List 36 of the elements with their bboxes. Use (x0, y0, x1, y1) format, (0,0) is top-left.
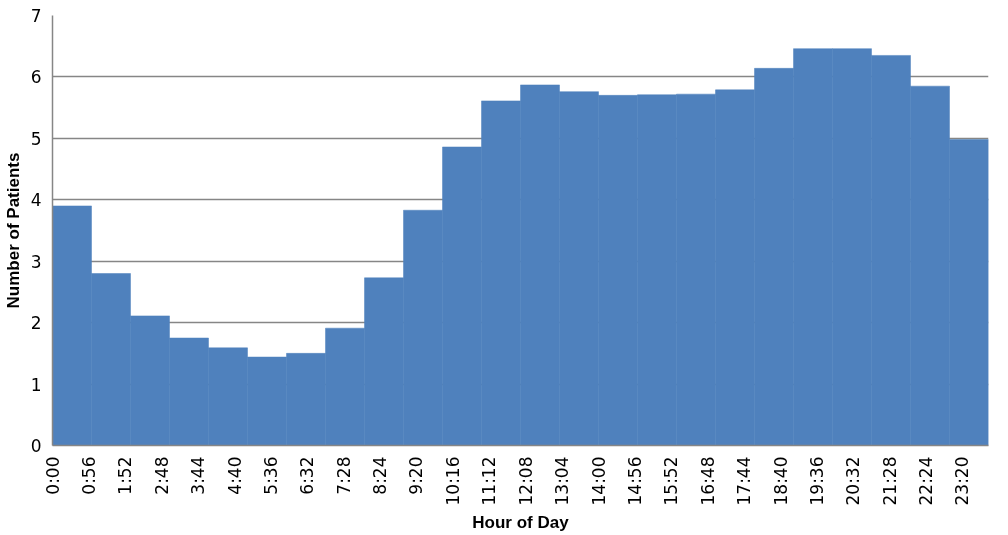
x-tick-label: 1:52 (115, 456, 136, 495)
x-tick-label: 5:36 (260, 456, 281, 495)
x-tick-label: 13:04 (552, 456, 573, 506)
x-tick-label: 14:56 (624, 456, 645, 506)
x-tick-label: 6:32 (297, 456, 318, 495)
y-tick-label: 7 (30, 6, 42, 26)
y-tick-label: 0 (30, 436, 42, 456)
x-tick-label: 16:48 (697, 456, 718, 506)
y-axis-title: Number of Patients (3, 152, 23, 309)
x-tick-label: 23:20 (952, 456, 973, 506)
y-tick-label: 4 (30, 190, 42, 211)
x-tick-label: 20:32 (843, 456, 864, 506)
x-tick-label: 17:44 (734, 456, 755, 506)
x-tick-label: 0:56 (78, 456, 99, 495)
x-tick-label: 8:24 (370, 456, 391, 495)
x-axis-title: Hour of Day (472, 513, 570, 533)
x-tick-label: 0:00 (42, 456, 63, 495)
x-tick-label: 4:40 (224, 456, 245, 495)
x-tick-label: 22:24 (916, 456, 937, 506)
x-tick-label: 15:52 (661, 456, 682, 506)
x-tick-label: 7:28 (333, 456, 354, 495)
x-tick-label: 14:00 (588, 456, 609, 506)
x-tick-label: 9:20 (406, 456, 427, 495)
x-tick-label: 21:28 (879, 456, 900, 506)
y-tick-label: 1 (30, 374, 42, 395)
x-tick-label: 10:16 (442, 456, 463, 506)
y-tick-label: 6 (30, 67, 42, 88)
x-tick-label: 2:48 (151, 456, 172, 495)
x-tick-label: 18:40 (770, 456, 791, 506)
x-tick-label: 3:44 (188, 456, 209, 495)
x-tick-label: 11:12 (479, 456, 500, 506)
y-tick-label: 2 (30, 313, 42, 334)
y-tick-label: 3 (30, 251, 42, 272)
x-tick-label: 19:36 (806, 456, 827, 506)
x-tick-label: 12:08 (515, 456, 536, 506)
y-tick-label: 5 (30, 128, 42, 149)
